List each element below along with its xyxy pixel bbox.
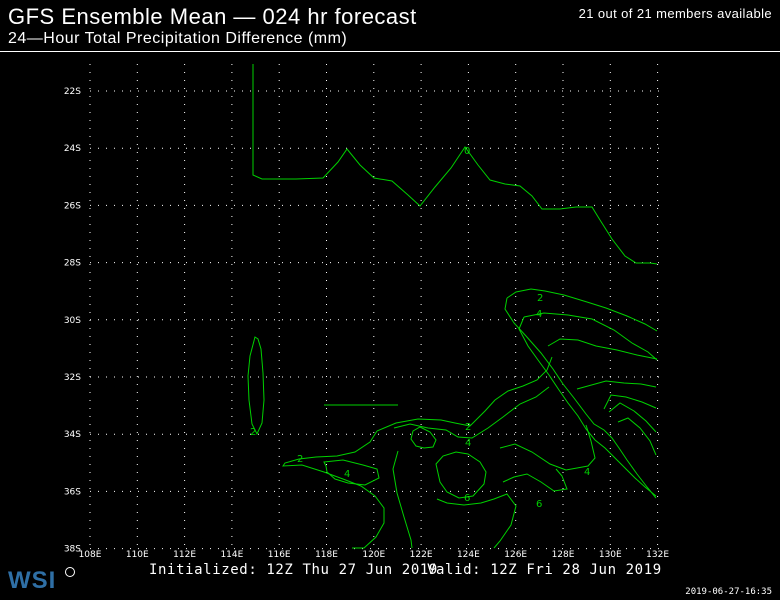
contour-label-6-central: 6 bbox=[464, 493, 470, 504]
contour-label-2-east: 2 bbox=[537, 293, 543, 304]
lon-label: 118E bbox=[315, 550, 338, 560]
axis-labels: 108E 110E 112E 114E 116E 118E 120E 122E 124E 126E… bbox=[64, 87, 670, 560]
contour-zero-north bbox=[252, 64, 658, 265]
lon-label: 108E bbox=[79, 550, 102, 560]
contour-label-2-south: 2 bbox=[297, 454, 303, 465]
lat-label: 22S bbox=[64, 87, 81, 97]
initialized-time: Initialized: 12Z Thu 27 Jun 2019 bbox=[149, 562, 438, 578]
contour-central-two bbox=[376, 356, 553, 432]
contour-label-4-lower: 4 bbox=[584, 467, 590, 478]
lon-label: 126E bbox=[504, 550, 527, 560]
contour-label-group: 0 2 2 2 2 4 4 4 4 6 6 bbox=[250, 146, 590, 510]
lat-label: 28S bbox=[64, 259, 81, 269]
wsi-logo: WSI bbox=[8, 567, 57, 594]
map-grid bbox=[89, 64, 659, 550]
contour-center-loop bbox=[410, 426, 437, 449]
valid-time: Valid: 12Z Fri 28 Jun 2019 bbox=[427, 562, 662, 578]
logo-mark-icon bbox=[65, 567, 75, 577]
contour-label-4-south: 4 bbox=[344, 469, 350, 480]
contour-east-two-a bbox=[506, 288, 658, 332]
contour-south-central bbox=[392, 450, 413, 549]
lat-label: 36S bbox=[64, 487, 81, 497]
forecast-subtitle: 24—Hour Total Precipitation Difference (… bbox=[8, 30, 348, 47]
lon-label: 112E bbox=[173, 550, 196, 560]
member-count: 21 out of 21 members available bbox=[578, 6, 772, 21]
lon-label: 128E bbox=[552, 550, 575, 560]
contour-label-2-central: 2 bbox=[465, 422, 471, 433]
timestamp: 2019-06-27-16:35 bbox=[685, 587, 772, 597]
contour-two-west-ring bbox=[247, 336, 265, 436]
contour-lines bbox=[247, 64, 658, 549]
lon-label: 130E bbox=[599, 550, 622, 560]
lon-label: 114E bbox=[220, 550, 243, 560]
contour-label-4-east: 4 bbox=[536, 309, 542, 320]
contour-inner-six bbox=[547, 338, 658, 360]
contour-east-four bbox=[518, 316, 657, 497]
lat-label: 38S bbox=[64, 545, 81, 555]
contour-inner-loop-b bbox=[603, 394, 657, 410]
contour-south-loop bbox=[435, 451, 487, 499]
contour-east-two bbox=[504, 297, 657, 499]
contour-south-lower bbox=[436, 493, 517, 549]
forecast-title: GFS Ensemble Mean — 024 hr forecast bbox=[8, 4, 417, 29]
contour-inner-loop-a bbox=[576, 380, 657, 390]
lat-label: 24S bbox=[64, 144, 81, 154]
contour-label-2-west: 2 bbox=[250, 427, 256, 438]
lat-label: 30S bbox=[64, 316, 81, 326]
lon-label: 124E bbox=[457, 550, 480, 560]
contour-south-east bbox=[499, 424, 596, 471]
lon-label: 132E bbox=[646, 550, 669, 560]
contour-inner-loop-c bbox=[608, 402, 657, 433]
lat-label: 32S bbox=[64, 373, 81, 383]
lon-label: 122E bbox=[410, 550, 433, 560]
lon-label: 110E bbox=[126, 550, 149, 560]
contour-label-4-central: 4 bbox=[465, 438, 471, 449]
contour-label-6-east: 6 bbox=[536, 499, 542, 510]
lat-label: 26S bbox=[64, 201, 81, 211]
contour-west-loop bbox=[323, 459, 380, 486]
contour-east-four-b bbox=[523, 312, 658, 361]
contour-central-bottom bbox=[282, 430, 385, 549]
lon-label: 116E bbox=[268, 550, 291, 560]
lat-label: 34S bbox=[64, 430, 81, 440]
contour-south-six bbox=[502, 468, 568, 492]
contour-central-four bbox=[393, 386, 550, 439]
header-divider bbox=[0, 51, 780, 52]
contour-inner-loop-d bbox=[617, 417, 657, 456]
lon-label: 120E bbox=[362, 550, 385, 560]
contour-label-0: 0 bbox=[464, 146, 470, 157]
